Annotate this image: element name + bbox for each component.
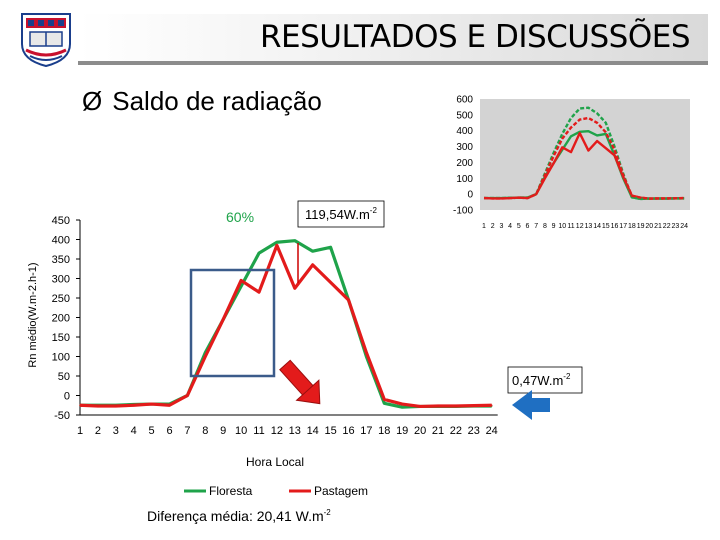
peak-diff-annotation: 119,54W.m-2 <box>305 206 377 222</box>
mean-diff-value: Diferença média: 20,41 W.m <box>147 508 324 524</box>
main-data-point-pastagem <box>329 281 332 284</box>
bullet-arrow-icon: Ø <box>82 86 103 116</box>
main-x-tick-label: 15 <box>324 425 336 437</box>
night-diff-box <box>507 366 583 394</box>
university-crest-icon <box>21 13 71 68</box>
main-x-tick-label: 10 <box>235 425 247 437</box>
main-x-tick-label: 22 <box>450 425 462 437</box>
main-y-tick-label: 150 <box>52 332 70 344</box>
main-x-tick-label: 20 <box>414 425 426 437</box>
main-data-point-floresta <box>311 250 314 252</box>
header-bar <box>78 14 708 62</box>
main-y-tick-label: 400 <box>52 235 70 247</box>
main-data-point-pastagem <box>419 405 421 408</box>
main-x-tick-label: 4 <box>131 425 137 437</box>
main-y-tick-label: 250 <box>52 293 70 305</box>
main-data-point-floresta <box>240 285 242 288</box>
main-data-point-floresta <box>276 241 278 244</box>
main-x-tick-label: 3 <box>113 425 119 437</box>
percent-annotation: 60% <box>226 209 254 225</box>
main-data-point-floresta <box>294 239 296 242</box>
main-x-tick-label: 14 <box>307 425 319 437</box>
main-y-axis-label: Rn médio(W.m-2.h-1) <box>27 262 39 367</box>
main-y-tick-label: 200 <box>52 313 70 325</box>
main-data-point-pastagem <box>204 355 207 358</box>
main-y-tick-label: -50 <box>54 410 70 422</box>
main-x-tick-label: 1 <box>77 425 83 437</box>
main-data-point-pastagem <box>276 244 278 247</box>
main-legend: Floresta Pastagem <box>184 484 368 498</box>
main-data-point-pastagem <box>490 404 493 407</box>
main-x-tick-label: 2 <box>95 425 101 437</box>
night-diff-annotation: 0,47W.m-2 <box>512 372 571 388</box>
night-diff-value: 0,47W.m <box>512 373 563 388</box>
main-data-point-pastagem <box>401 403 404 405</box>
main-x-tick-label: 7 <box>184 425 190 437</box>
main-series-pastagem-line <box>79 243 492 409</box>
main-y-tick-label: 50 <box>58 371 70 383</box>
mean-diff-unit-sup: -2 <box>324 508 332 517</box>
main-y-tick-label: 300 <box>52 274 70 286</box>
main-x-tick-label: 12 <box>271 425 283 437</box>
main-y-tick-label: 0 <box>64 391 70 403</box>
main-x-tick-label: 16 <box>342 425 354 437</box>
main-y-tick-label: 450 <box>52 215 70 227</box>
red-arrow-icon <box>279 359 321 405</box>
peak-diff-value: 119,54W.m <box>305 207 370 222</box>
main-data-point-floresta <box>383 402 386 405</box>
main-data-point-pastagem <box>132 404 135 407</box>
main-x-tick-label: 23 <box>468 425 480 437</box>
main-x-tick-label: 17 <box>360 425 372 437</box>
blue-arrow-icon <box>512 390 550 420</box>
highlight-box <box>189 268 276 378</box>
main-data-point-pastagem <box>97 405 99 407</box>
legend-pastagem-label: Pastagem <box>314 484 368 498</box>
main-x-tick-label: 5 <box>149 425 155 437</box>
main-y-tick-label: 100 <box>52 352 70 364</box>
slide-title: RESULTADOS E DISCUSSÕES <box>259 19 691 55</box>
bullet-item: Ø Saldo de radiação <box>82 86 322 117</box>
slide-header: RESULTADOS E DISCUSSÕES <box>18 12 708 68</box>
main-data-point-pastagem <box>150 403 153 405</box>
main-data-point-pastagem <box>294 287 296 290</box>
main-data-point-pastagem <box>168 404 171 407</box>
main-x-tick-label: 6 <box>166 425 172 437</box>
main-data-point-pastagem <box>311 264 314 266</box>
peak-diff-box <box>297 200 385 228</box>
main-x-tick-label: 18 <box>378 425 390 437</box>
main-x-tick-label: 21 <box>432 425 444 437</box>
main-y-tick-label: 350 <box>52 254 70 266</box>
main-data-point-pastagem <box>222 318 224 321</box>
main-data-point-pastagem <box>455 405 457 407</box>
main-chart-lines <box>79 239 493 409</box>
main-x-axis-label: Hora Local <box>246 455 304 469</box>
main-data-point-floresta <box>329 246 332 249</box>
main-data-point-pastagem <box>258 291 260 293</box>
header-underline <box>78 61 708 65</box>
main-data-point-floresta <box>258 252 260 254</box>
main-data-point-pastagem <box>115 405 117 407</box>
main-x-tick-label: 11 <box>253 425 264 437</box>
main-data-point-pastagem <box>473 404 475 407</box>
main-data-point-pastagem <box>383 398 386 401</box>
mean-diff-annotation: Diferença média: 20,41 W.m-2 <box>147 508 331 524</box>
main-data-point-pastagem <box>79 404 81 407</box>
peak-diff-unit-sup: -2 <box>370 206 378 215</box>
main-data-point-pastagem <box>347 299 350 301</box>
main-x-tick-label: 9 <box>220 425 226 437</box>
main-data-point-pastagem <box>240 279 242 282</box>
main-x-tick-label: 8 <box>202 425 208 437</box>
main-x-tick-label: 19 <box>396 425 408 437</box>
main-data-point-floresta <box>401 406 404 409</box>
main-data-point-pastagem <box>365 351 368 354</box>
bullet-text: Saldo de radiação <box>112 86 322 116</box>
main-data-point-pastagem <box>186 394 189 397</box>
main-x-tick-label: 24 <box>486 425 498 437</box>
night-diff-unit-sup: -2 <box>563 372 571 381</box>
main-data-point-pastagem <box>437 405 439 407</box>
main-x-tick-label: 13 <box>289 425 301 437</box>
legend-floresta-label: Floresta <box>209 484 253 498</box>
